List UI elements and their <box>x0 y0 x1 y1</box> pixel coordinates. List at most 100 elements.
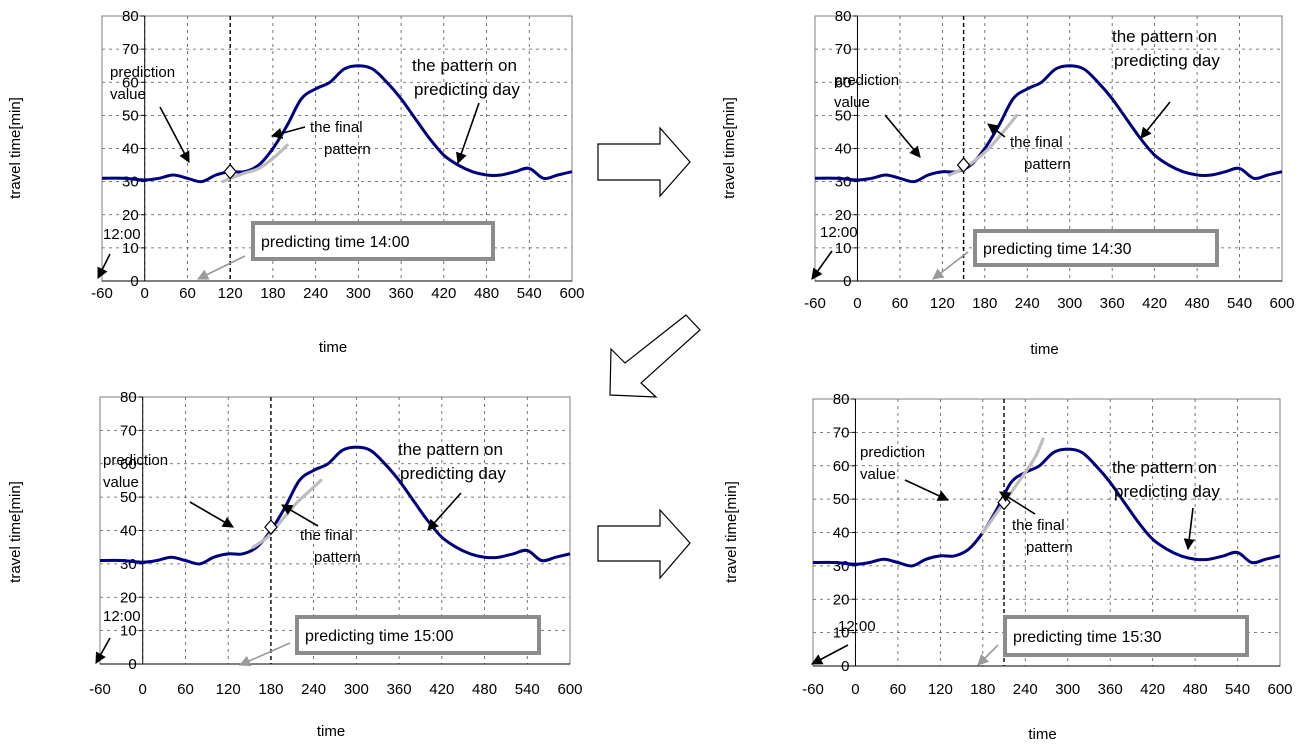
final-pattern-arrow <box>987 123 1006 138</box>
day-pattern-label: the pattern on <box>398 440 503 459</box>
predicting-time-arrow <box>196 255 246 280</box>
y-tick-label: 0 <box>128 656 136 673</box>
prediction-value-label: prediction <box>860 444 925 461</box>
y-tick-label: 0 <box>130 273 138 290</box>
chart-panel-2: 0 10 20 30 40 50 60 70 80 -60 0 60 120 180 240 300 360 42… <box>7 389 583 740</box>
prediction-value-marker <box>223 163 237 180</box>
x-tick-label: 480 <box>472 681 497 698</box>
final-pattern-label: the final <box>310 119 363 136</box>
x-tick-label: 540 <box>1225 681 1250 698</box>
x-tick-label: 180 <box>970 681 995 698</box>
x-tick-label: 420 <box>1142 295 1167 312</box>
predicting-time-arrow <box>977 644 999 666</box>
x-tick-label: 540 <box>1227 295 1252 312</box>
y-tick-label: 20 <box>833 591 850 608</box>
chart-panel-0: 0 10 20 30 40 50 60 70 80 -60 0 60 120 180 240 300 360 42… <box>7 8 585 356</box>
predicting-time-label: predicting time 14:30 <box>983 241 1132 258</box>
predicting-time-arrow <box>932 251 969 280</box>
x-axis-label: time <box>1028 726 1056 743</box>
y-axis-label: travel time[min] <box>7 481 24 583</box>
y-tick-label: 60 <box>120 456 137 473</box>
y-tick-label: 50 <box>835 107 852 124</box>
day-pattern-label: the pattern on <box>1112 458 1217 477</box>
x-tick-label: -60 <box>91 285 113 302</box>
x-tick-label: 360 <box>387 681 412 698</box>
predicting-time-label: predicting time 14:00 <box>261 234 410 251</box>
prediction-value-arrow <box>189 501 234 528</box>
y-tick-label: 80 <box>833 391 850 408</box>
x-tick-label: 180 <box>258 681 283 698</box>
y-tick-label: 50 <box>833 491 850 508</box>
y-tick-label: 10 <box>122 240 139 257</box>
x-tick-label: 120 <box>216 681 241 698</box>
start-time-arrow <box>97 253 111 280</box>
start-time-label: 12:00 <box>838 618 876 635</box>
predicting-time-box <box>295 615 541 655</box>
x-tick-label: 240 <box>303 285 328 302</box>
x-tick-label: 60 <box>890 681 907 698</box>
day-pattern-arrow <box>427 492 462 531</box>
day-pattern-label: predicting day <box>400 464 506 483</box>
y-tick-label: 70 <box>120 422 137 439</box>
x-tick-label: 0 <box>139 681 147 698</box>
final-pattern-arrow <box>999 491 1036 515</box>
x-tick-label: 240 <box>1013 681 1038 698</box>
prediction-value-arrow <box>904 479 950 501</box>
x-tick-label: 120 <box>930 295 955 312</box>
start-time-arrow <box>811 644 849 665</box>
y-tick-label: 70 <box>122 41 139 58</box>
x-tick-label: 0 <box>853 295 861 312</box>
y-tick-label: 50 <box>122 107 139 124</box>
x-tick-label: 600 <box>557 681 582 698</box>
prediction-value-marker <box>264 519 278 536</box>
final-pattern-arrow <box>281 504 319 527</box>
x-tick-label: 0 <box>141 285 149 302</box>
y-tick-label: 80 <box>122 8 139 25</box>
start-time-arrow <box>95 637 111 664</box>
y-tick-label: 40 <box>833 525 850 542</box>
x-tick-label: -60 <box>89 681 111 698</box>
prediction-value-label: value <box>860 466 896 483</box>
day-pattern-label: predicting day <box>414 80 520 99</box>
day-pattern-arrow <box>1140 101 1171 139</box>
x-tick-label: -60 <box>804 295 826 312</box>
x-tick-label: 120 <box>218 285 243 302</box>
y-tick-label: 80 <box>120 389 137 406</box>
x-tick-label: 480 <box>1183 681 1208 698</box>
series-line-day-pattern <box>101 64 573 184</box>
series-line-day-pattern <box>812 447 1281 568</box>
final-pattern-label: pattern <box>1026 539 1073 556</box>
x-tick-label: 360 <box>1098 681 1123 698</box>
prediction-value-label: prediction <box>834 72 899 89</box>
x-tick-label: 600 <box>1269 295 1294 312</box>
predicting-time-box <box>1003 615 1249 657</box>
y-tick-label: 40 <box>120 523 137 540</box>
prediction-value-arrow <box>159 106 190 163</box>
prediction-value-label: value <box>103 474 139 491</box>
prediction-value-label: prediction <box>110 64 175 81</box>
x-tick-label: 600 <box>1267 681 1292 698</box>
y-tick-label: 20 <box>122 207 139 224</box>
transition-arrow-right-bottom <box>597 508 691 580</box>
final-pattern-label: the final <box>1012 517 1065 534</box>
final-pattern-label: the final <box>1010 134 1063 151</box>
y-tick-label: 30 <box>833 558 850 575</box>
start-time-label: 12:00 <box>103 608 141 625</box>
y-tick-label: 70 <box>835 41 852 58</box>
y-tick-label: 0 <box>843 273 851 290</box>
x-tick-label: 300 <box>1057 295 1082 312</box>
prediction-value-label: prediction <box>103 452 168 469</box>
day-pattern-label: the pattern on <box>412 56 517 75</box>
y-tick-label: 60 <box>833 458 850 475</box>
day-pattern-label: predicting day <box>1114 482 1220 501</box>
predicting-time-box <box>251 221 495 261</box>
x-tick-label: 180 <box>972 295 997 312</box>
x-tick-label: 300 <box>344 681 369 698</box>
x-tick-label: 420 <box>429 681 454 698</box>
x-tick-label: 540 <box>515 681 540 698</box>
day-pattern-arrow <box>1183 507 1195 551</box>
final-pattern-label: the final <box>300 527 353 544</box>
y-axis-label: travel time[min] <box>7 97 24 199</box>
prediction-value-marker <box>956 157 971 173</box>
